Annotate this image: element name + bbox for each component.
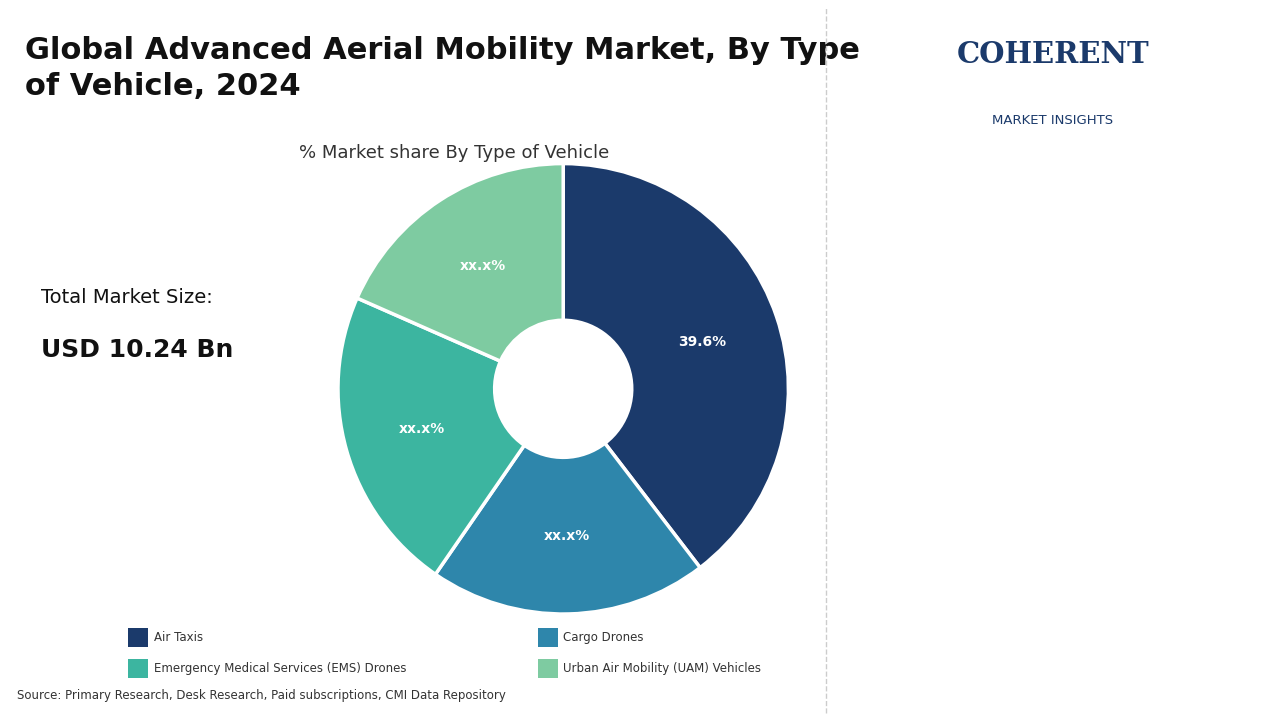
Text: xx.x%: xx.x%	[544, 528, 590, 543]
Text: Cargo Drones: Cargo Drones	[563, 631, 644, 644]
Text: 39.6%: 39.6%	[870, 203, 1074, 261]
Text: xx.x%: xx.x%	[399, 422, 445, 436]
Text: Global Advanced Aerial Mobility Market, By Type
of Vehicle, 2024: Global Advanced Aerial Mobility Market, …	[24, 36, 860, 101]
Text: Global Advanced
Aerial Mobility
Market: Global Advanced Aerial Mobility Market	[870, 462, 1106, 572]
Text: 39.6%: 39.6%	[678, 335, 726, 348]
Text: USD 10.24 Bn: USD 10.24 Bn	[41, 338, 234, 362]
Text: Emergency Medical Services (EMS) Drones: Emergency Medical Services (EMS) Drones	[154, 662, 406, 675]
Text: xx.x%: xx.x%	[460, 258, 506, 273]
Text: MARKET INSIGHTS: MARKET INSIGHTS	[992, 114, 1114, 127]
Text: Air Taxis: Air Taxis	[154, 631, 202, 644]
Text: Revenue Share, 2024: Revenue Share, 2024	[870, 389, 1050, 407]
Wedge shape	[435, 444, 700, 614]
Wedge shape	[563, 163, 788, 567]
Wedge shape	[357, 163, 563, 361]
Text: Type of Vehicle -: Type of Vehicle -	[1007, 293, 1148, 311]
Text: Urban Air Mobility (UAM) Vehicles: Urban Air Mobility (UAM) Vehicles	[563, 662, 762, 675]
Text: Air Taxis: Air Taxis	[870, 293, 950, 311]
Text: % Market share By Type of Vehicle: % Market share By Type of Vehicle	[300, 144, 609, 162]
Text: Total Market Size:: Total Market Size:	[41, 288, 212, 307]
Wedge shape	[338, 298, 525, 575]
Text: Source: Primary Research, Desk Research, Paid subscriptions, CMI Data Repository: Source: Primary Research, Desk Research,…	[17, 689, 506, 702]
Text: COHERENT: COHERENT	[956, 40, 1149, 68]
Text: Estimated Market: Estimated Market	[870, 343, 1018, 361]
